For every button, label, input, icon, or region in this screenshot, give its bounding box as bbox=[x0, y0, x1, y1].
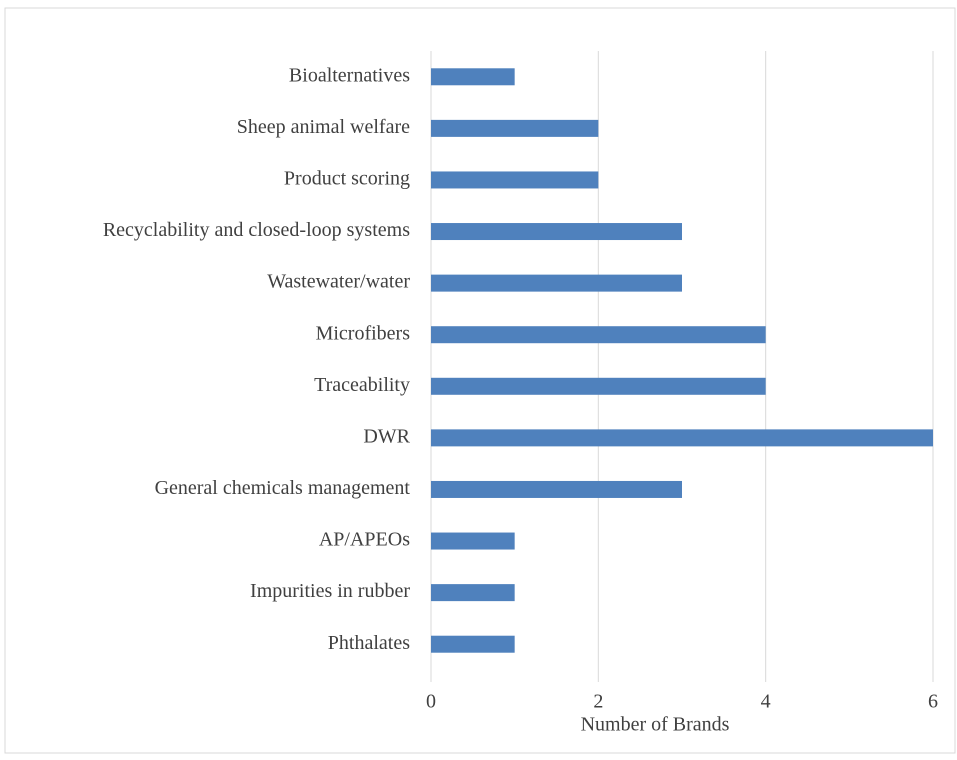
bar bbox=[431, 377, 766, 395]
bar bbox=[431, 223, 682, 241]
bar bbox=[431, 480, 682, 498]
y-tick-label: Traceability bbox=[314, 374, 410, 396]
y-tick-label: Impurities in rubber bbox=[250, 580, 410, 602]
bar bbox=[431, 326, 766, 344]
y-tick-label: Wastewater/water bbox=[267, 271, 410, 293]
x-tick-label: 0 bbox=[426, 691, 436, 713]
bar bbox=[431, 171, 599, 189]
x-tick-label: 6 bbox=[928, 691, 938, 713]
x-tick-label: 2 bbox=[593, 691, 603, 713]
bar bbox=[431, 119, 599, 137]
y-tick-label: Bioalternatives bbox=[289, 64, 410, 86]
bar bbox=[431, 68, 515, 86]
y-tick-label: Recyclability and closed-loop systems bbox=[103, 219, 410, 241]
bar bbox=[431, 635, 515, 653]
x-axis-title: Number of Brands bbox=[581, 714, 730, 736]
y-tick-label: Product scoring bbox=[284, 168, 410, 190]
y-tick-label: Phthalates bbox=[328, 632, 410, 654]
bar bbox=[431, 532, 515, 550]
x-tick-label: 4 bbox=[761, 691, 771, 713]
bar bbox=[431, 429, 933, 447]
y-tick-label: Microfibers bbox=[316, 322, 411, 344]
y-tick-label: AP/APEOs bbox=[319, 529, 410, 551]
bar bbox=[431, 274, 682, 292]
bar bbox=[431, 584, 515, 602]
y-tick-label: DWR bbox=[363, 425, 410, 447]
y-tick-label: General chemicals management bbox=[155, 477, 411, 499]
y-tick-label: Sheep animal welfare bbox=[237, 116, 410, 138]
